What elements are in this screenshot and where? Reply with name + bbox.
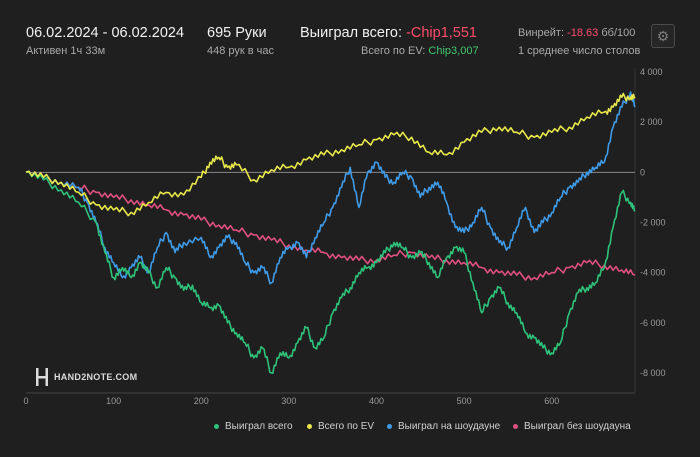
- winrate: Винрейт: -18.63 бб/100: [518, 27, 635, 39]
- stats-header: 06.02.2024 - 06.02.2024 Активен 1ч 33м 6…: [0, 0, 700, 66]
- ev-label: Всего по EV:: [361, 45, 426, 57]
- logo-text: HAND2NOTE.COM: [54, 372, 138, 382]
- x-tick-label: 500: [457, 396, 472, 406]
- x-tick-label: 300: [281, 396, 296, 406]
- x-tick-label: 400: [369, 396, 384, 406]
- legend-label-won: Выиграл всего: [225, 421, 293, 432]
- legend-item-non-showdown[interactable]: Выиграл без шоудауна: [513, 421, 631, 432]
- legend-item-showdown[interactable]: Выиграл на шоудауне: [387, 421, 500, 432]
- won-total-label: Выиграл всего:: [300, 25, 403, 41]
- y-tick-label: 0: [640, 167, 645, 177]
- chart-series: [25, 91, 636, 374]
- y-tick-label: 2 000: [640, 117, 663, 127]
- y-tick-label: -8 000: [640, 368, 666, 378]
- ev-value: Chip3,007: [428, 45, 479, 57]
- legend-item-won[interactable]: Выиграл всего: [214, 421, 293, 432]
- avg-tables: 1 среднее число столов: [518, 45, 641, 57]
- y-tick-label: -2 000: [640, 217, 666, 227]
- hands-per-hour: 448 рук в час: [207, 45, 275, 57]
- x-tick-label: 100: [106, 396, 121, 406]
- y-tick-label: -6 000: [640, 318, 666, 328]
- series-line-non-showdown: [25, 170, 636, 281]
- chart-legend: Выиграл всего Всего по EV Выиграл на шоу…: [0, 418, 700, 436]
- chart-axes: 4 000 2 000 0 -2 000 -4 000 -6 000 -8 000 0 100 2…: [23, 67, 665, 406]
- winrate-unit: бб/100: [601, 27, 636, 39]
- legend-dot-ev: [307, 424, 312, 429]
- won-total-value: -Chip1,551: [406, 25, 477, 41]
- active-time: Активен 1ч 33м: [26, 45, 106, 57]
- y-tick-label: 4 000: [640, 67, 663, 77]
- legend-label-non-showdown: Выиграл без шоудауна: [524, 421, 631, 432]
- legend-label-showdown: Выиграл на шоудауне: [398, 421, 501, 432]
- hand2note-logo: HAND2NOTE.COM: [36, 368, 137, 386]
- x-tick-label: 200: [194, 396, 209, 406]
- winrate-label: Винрейт:: [518, 27, 565, 39]
- gear-icon[interactable]: ⚙: [651, 24, 675, 48]
- legend-item-ev[interactable]: Всего по EV: [307, 421, 374, 432]
- ev-total: Всего по EV: Chip3,007: [361, 45, 479, 57]
- hand2note-logo-icon: [36, 368, 48, 386]
- series-line-won: [25, 171, 636, 374]
- legend-dot-won: [214, 424, 219, 429]
- x-tick-label: 600: [544, 396, 559, 406]
- winrate-value: -18.63: [567, 27, 599, 39]
- series-line-ev: [25, 92, 636, 217]
- legend-dot-non-showdown: [513, 424, 518, 429]
- legend-label-ev: Всего по EV: [318, 421, 375, 432]
- series-line-showdown: [25, 91, 636, 285]
- legend-dot-showdown: [387, 424, 392, 429]
- y-tick-label: -4 000: [640, 268, 666, 278]
- hands-count: 695 Руки: [207, 25, 267, 41]
- x-tick-label: 0: [23, 396, 28, 406]
- date-range[interactable]: 06.02.2024 - 06.02.2024: [26, 25, 185, 41]
- won-total: Выиграл всего: -Chip1,551: [300, 25, 477, 41]
